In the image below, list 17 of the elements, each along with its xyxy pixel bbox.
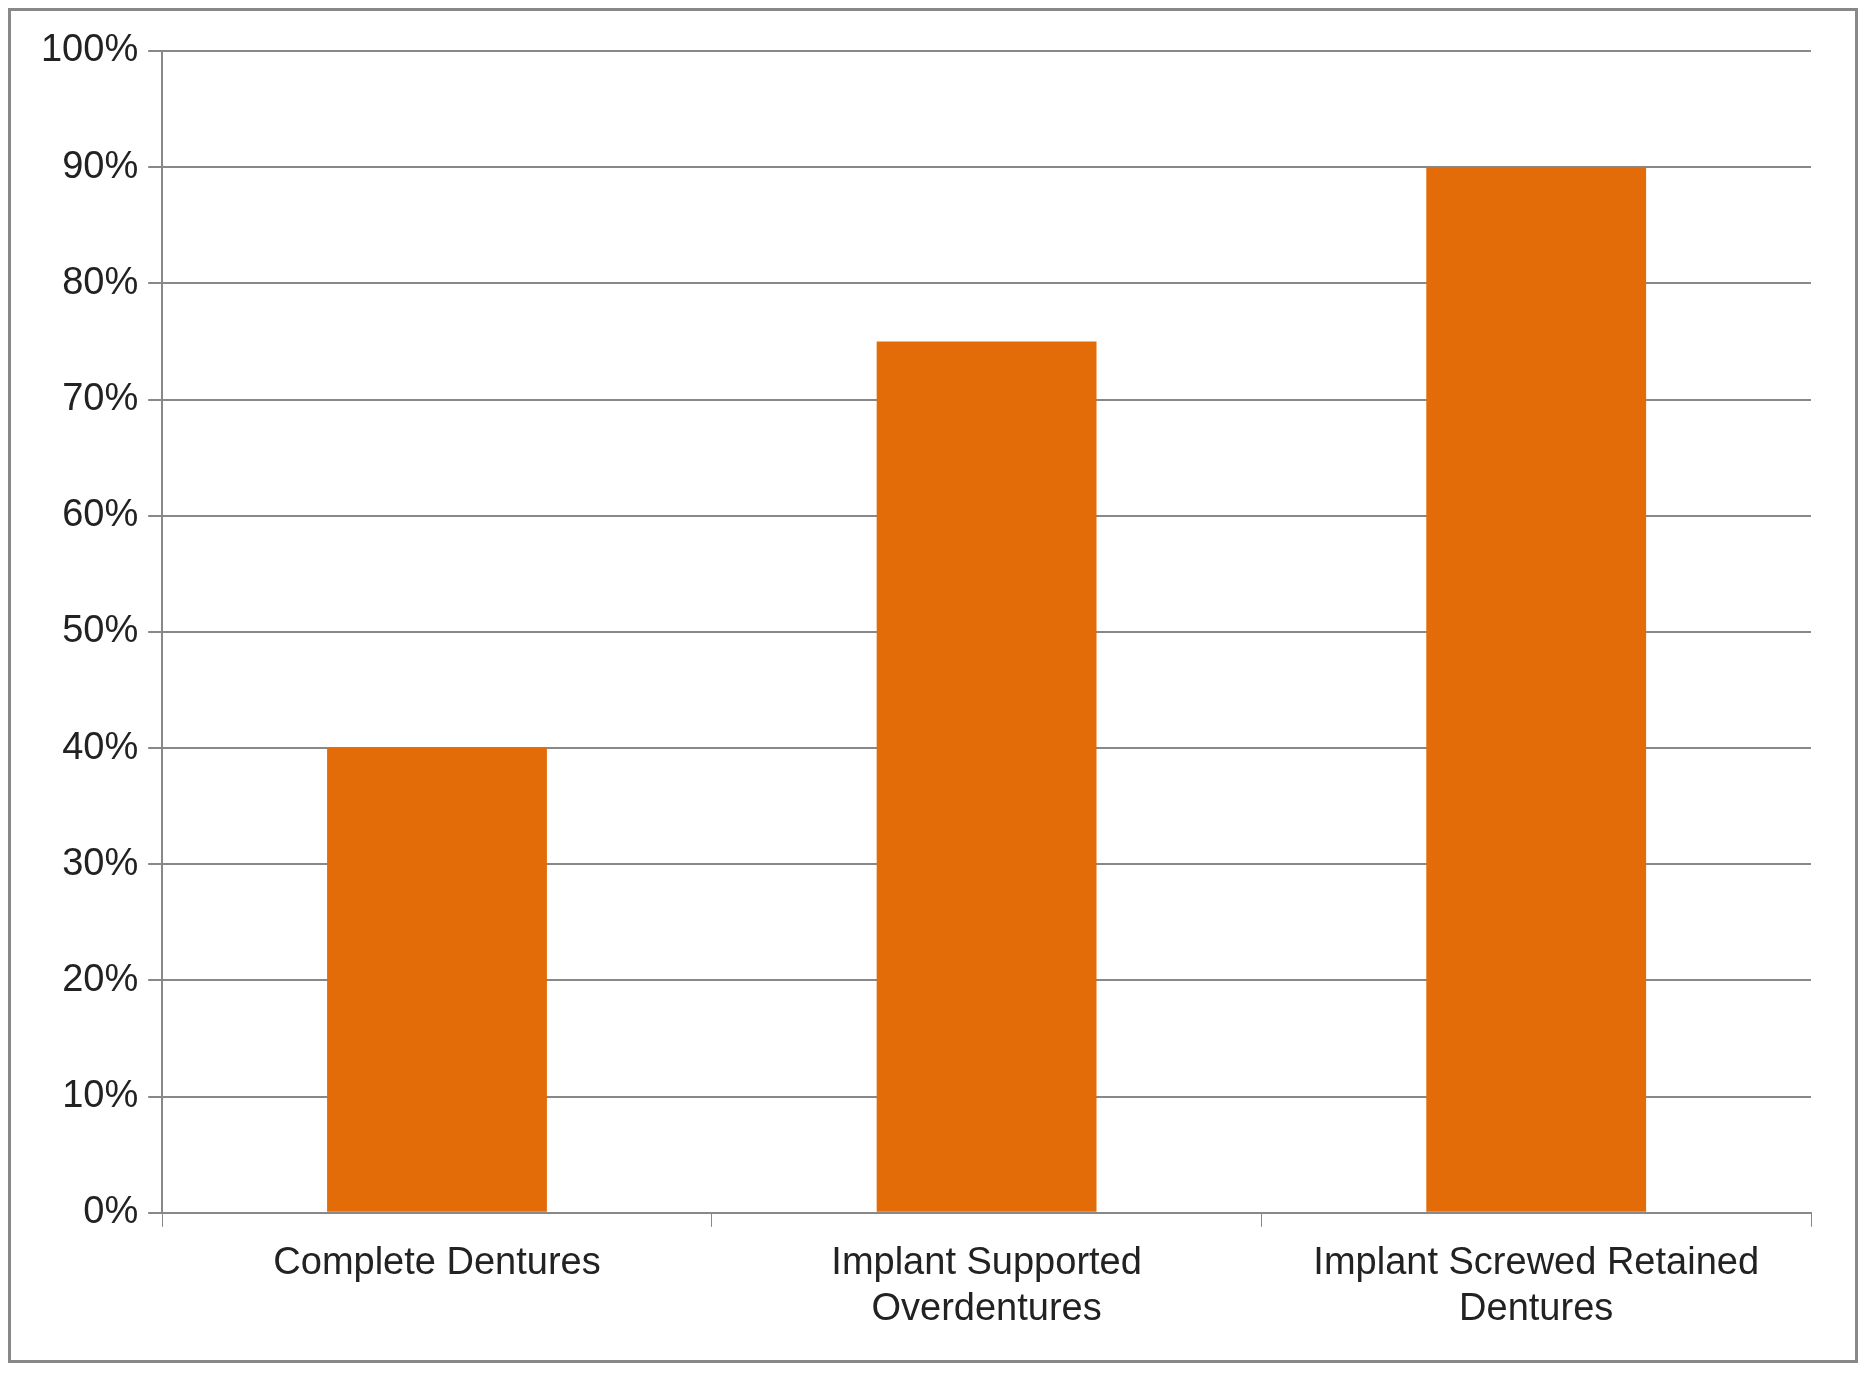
x-tick-label: Implant Supported Overdentures (831, 1240, 1142, 1328)
y-tick-label: 40% (62, 724, 139, 767)
y-tick-label: 90% (62, 143, 139, 186)
y-tick-label: 50% (62, 608, 139, 651)
y-tick-label: 30% (62, 840, 139, 883)
x-tick-label: Implant Screwed Retained Dentures (1313, 1240, 1760, 1328)
y-tick-label: 0% (83, 1189, 139, 1232)
bar (327, 748, 547, 1212)
y-tick-label: 70% (62, 376, 139, 419)
bar (1426, 167, 1647, 1212)
bar (876, 341, 1097, 1212)
x-tick-label: Complete Dentures (273, 1240, 601, 1283)
y-tick-label: 100% (40, 27, 139, 70)
y-tick-label: 80% (62, 259, 139, 302)
y-tick-label: 10% (62, 1073, 139, 1116)
y-tick-label: 20% (62, 956, 139, 999)
y-tick-label: 60% (62, 492, 139, 535)
